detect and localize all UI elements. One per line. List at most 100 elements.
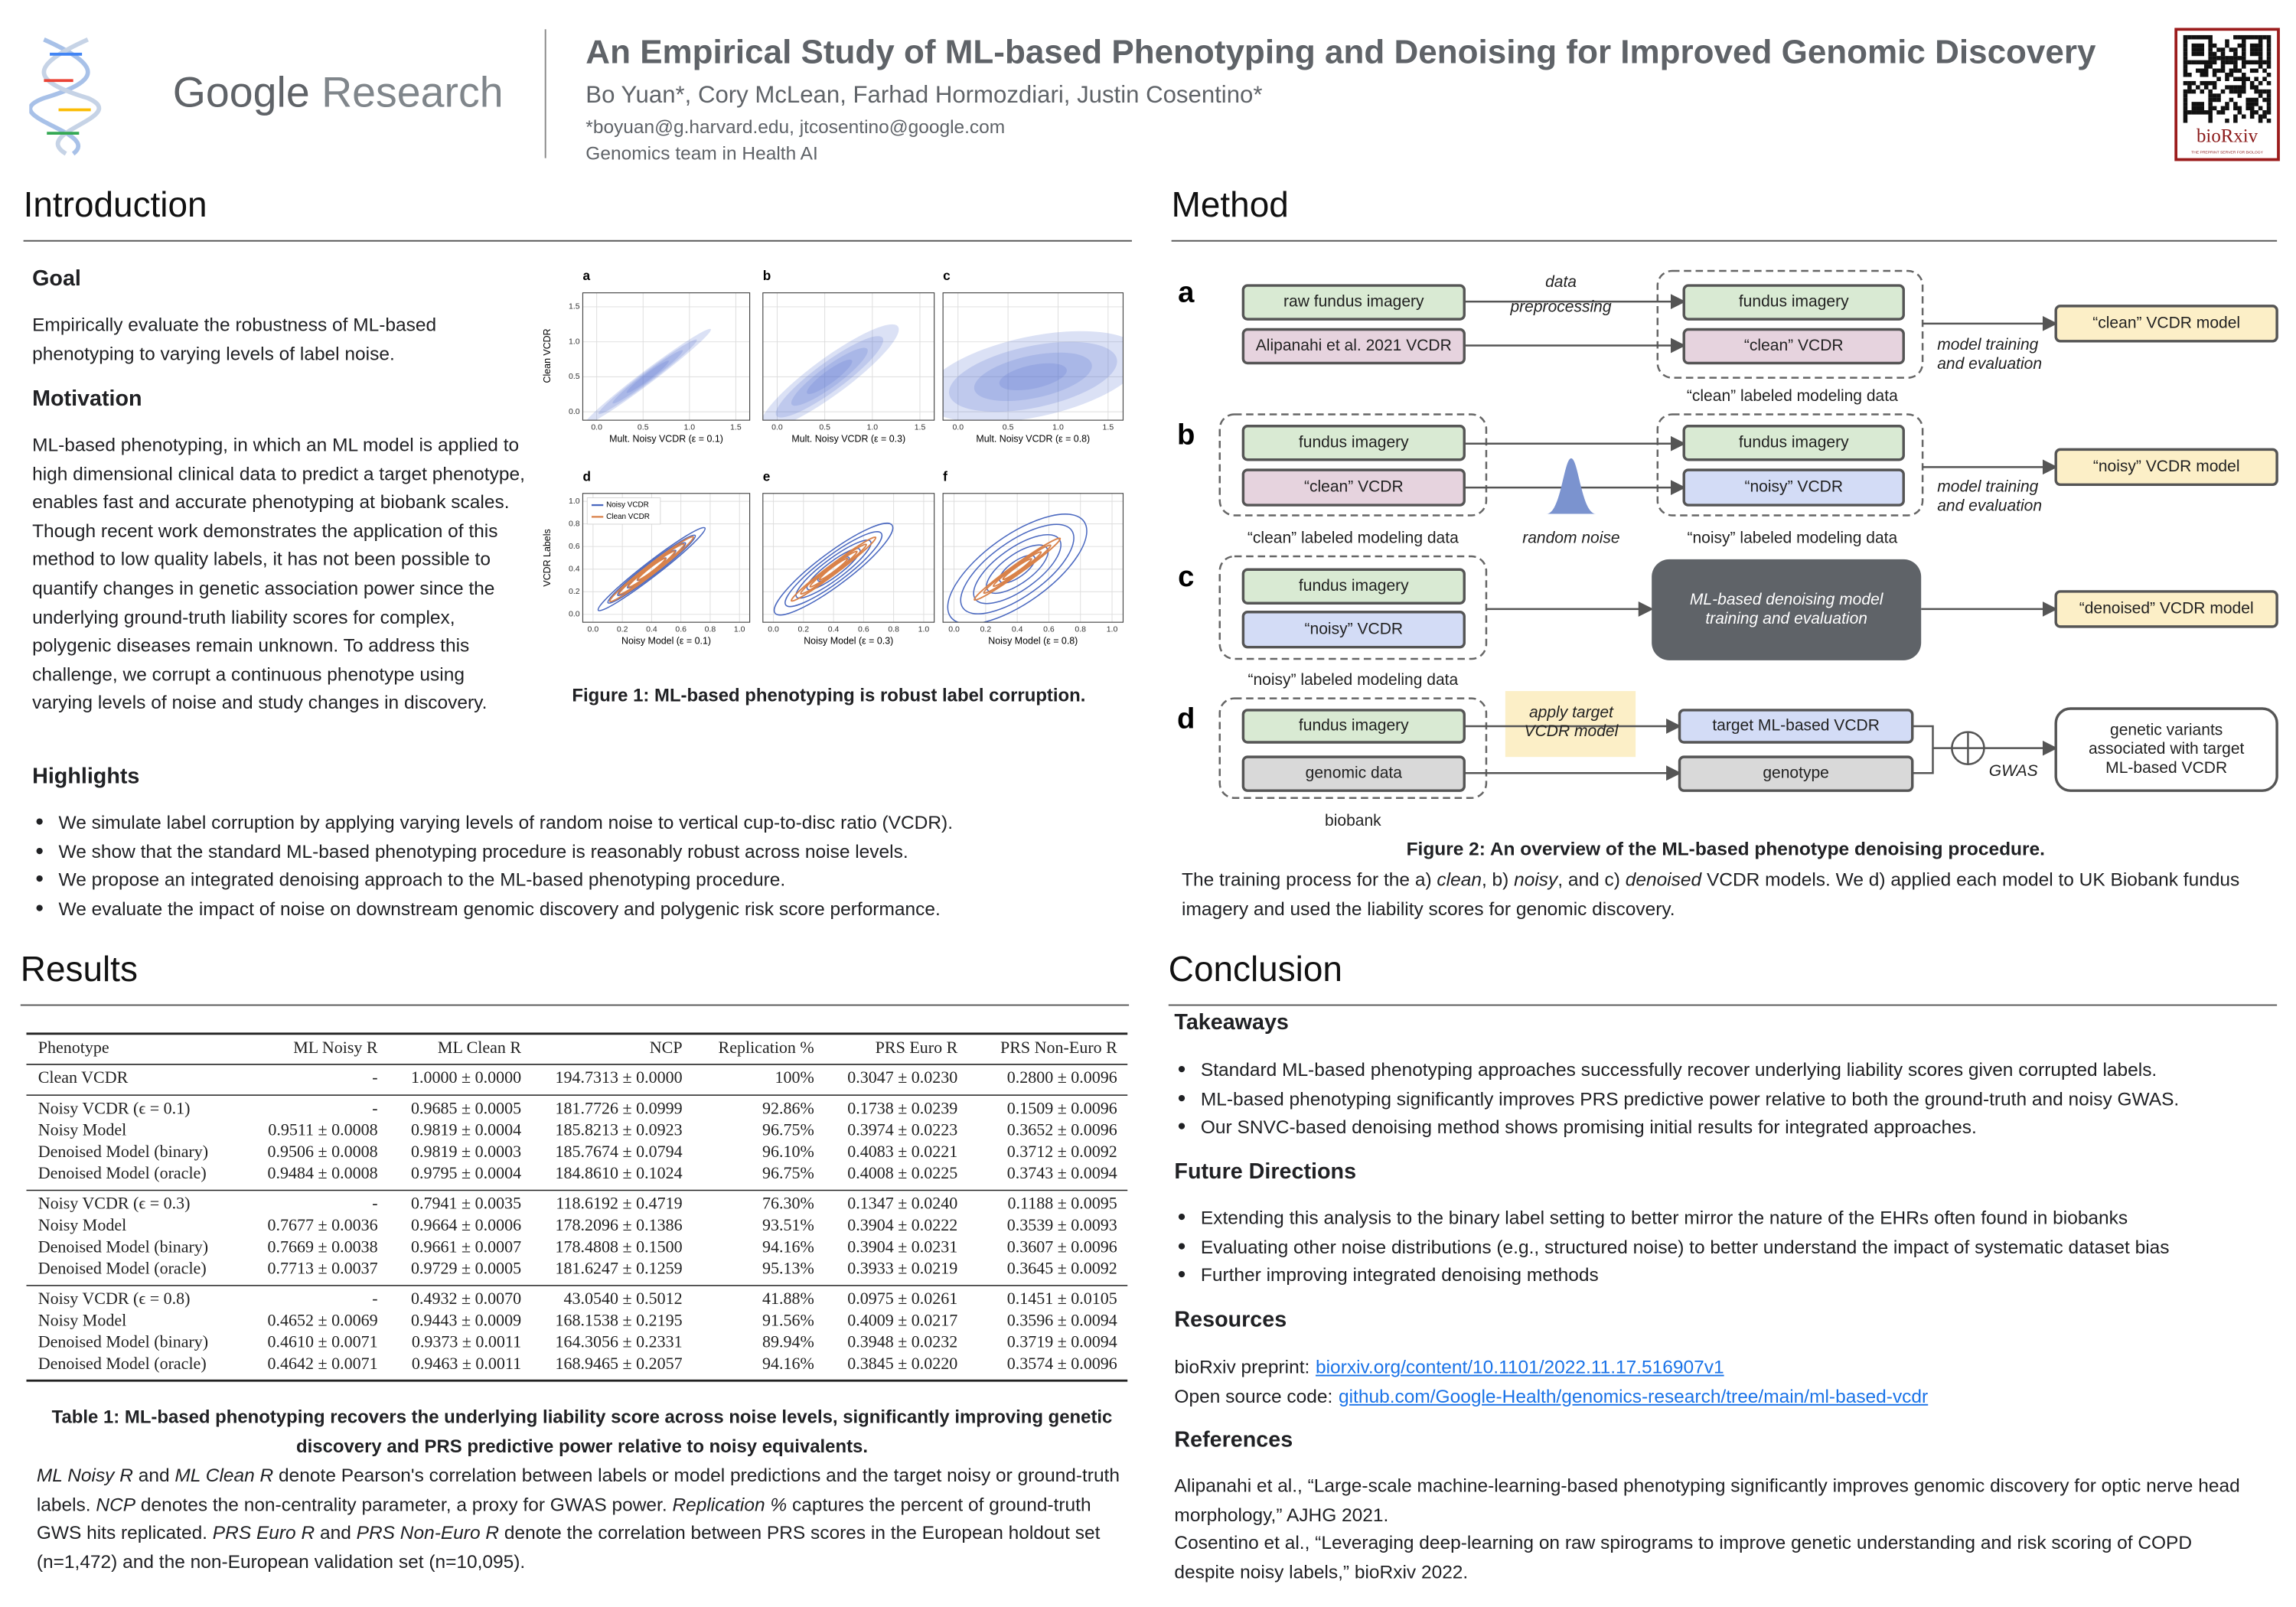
qr-module bbox=[2242, 56, 2246, 60]
resource-line: bioRxiv preprint: biorxiv.org/content/10.… bbox=[1174, 1353, 1724, 1381]
plot-frame bbox=[942, 292, 1124, 421]
density-contour bbox=[1002, 558, 1032, 581]
qr-module bbox=[2254, 110, 2258, 115]
qr-module bbox=[2187, 72, 2192, 77]
bullet-item: We propose an integrated denoising appro… bbox=[32, 865, 953, 894]
table-cell: 1.0000 ± 0.0000 bbox=[411, 1068, 521, 1087]
qr-module bbox=[2225, 77, 2229, 81]
qr-module bbox=[2200, 47, 2205, 52]
paragraph: ML Noisy R and ML Clean R denote Pearson… bbox=[37, 1461, 1124, 1575]
qr-module bbox=[2220, 56, 2226, 60]
table-cell: 0.3904 ± 0.0231 bbox=[847, 1237, 957, 1256]
table-cell: 0.4008 ± 0.0225 bbox=[847, 1163, 957, 1182]
qr-module bbox=[2208, 43, 2213, 48]
bullet-item: ML-based phenotyping significantly impro… bbox=[1174, 1084, 2179, 1113]
qr-module bbox=[2203, 68, 2209, 73]
subheading: Future Directions bbox=[1174, 1159, 1357, 1185]
qr-module bbox=[2266, 47, 2272, 52]
qr-module bbox=[2183, 80, 2188, 86]
qr-module bbox=[2225, 102, 2229, 106]
qr-module bbox=[2220, 110, 2226, 115]
annotation: apply target bbox=[1529, 703, 1614, 721]
qr-module bbox=[2249, 34, 2255, 40]
qr-module bbox=[2258, 34, 2263, 40]
x-tick-label: 0.0 bbox=[952, 422, 964, 432]
resource-link[interactable]: biorxiv.org/content/10.1101/2022.11.17.5… bbox=[1316, 1355, 1724, 1378]
table-cell: - bbox=[372, 1289, 377, 1308]
table-cell: Denoised Model (binary) bbox=[38, 1332, 208, 1351]
box-label: ML-based VCDR bbox=[2105, 759, 2227, 777]
density-contour bbox=[628, 550, 676, 588]
x-tick-label: 0.4 bbox=[646, 624, 657, 634]
diagram-box bbox=[2054, 305, 2278, 343]
table-cell: 0.3652 ± 0.0096 bbox=[1007, 1120, 1117, 1139]
x-tick-label: 0.6 bbox=[1043, 624, 1055, 634]
density bbox=[597, 526, 706, 611]
qr-module bbox=[2191, 47, 2197, 52]
qr-module bbox=[2254, 89, 2258, 94]
figure-caption: Figure 2: An overview of the ML-based ph… bbox=[1406, 837, 2045, 860]
logo-word: Research bbox=[321, 70, 504, 118]
qr-module bbox=[2266, 106, 2272, 111]
table-cell: 96.10% bbox=[762, 1142, 814, 1161]
qr-module bbox=[2254, 102, 2258, 106]
bullet-list: Standard ML-based phenotyping approaches… bbox=[1174, 1055, 2179, 1141]
qr-module bbox=[2233, 77, 2238, 81]
qr-module bbox=[2245, 60, 2251, 65]
panel-letter: b bbox=[763, 268, 771, 283]
density-cloud bbox=[775, 336, 884, 418]
diagram-box bbox=[1241, 709, 1466, 744]
x-tick-label: 0.8 bbox=[888, 624, 899, 634]
text-run: denote Pearson's correlation between lab… bbox=[36, 1464, 1120, 1515]
qr-module bbox=[2266, 39, 2272, 44]
qr-module bbox=[2266, 102, 2272, 106]
qr-module bbox=[2233, 106, 2238, 111]
y-tick-label: 1.5 bbox=[569, 302, 580, 311]
table-cell: 185.7674 ± 0.0794 bbox=[556, 1142, 683, 1161]
x-axis-label: Noisy Model (ε = 0.8) bbox=[988, 635, 1078, 646]
qr-module bbox=[2191, 106, 2197, 111]
table-cell: Noisy Model bbox=[38, 1310, 126, 1329]
text-run: and bbox=[132, 1464, 175, 1486]
qr-module bbox=[2183, 34, 2188, 40]
qr-module bbox=[2245, 106, 2251, 111]
qr-module bbox=[2187, 80, 2192, 86]
qr-module bbox=[2208, 80, 2213, 86]
qr-module bbox=[2254, 77, 2258, 81]
y-tick-label: 0.0 bbox=[569, 610, 580, 619]
qr-module bbox=[2258, 60, 2263, 65]
qr-module bbox=[2212, 85, 2217, 90]
box-label: raw fundus imagery bbox=[1283, 293, 1424, 311]
x-tick-label: 1.5 bbox=[1103, 422, 1114, 432]
qr-module bbox=[2249, 102, 2255, 106]
table-cell: 164.3056 ± 0.2331 bbox=[556, 1332, 683, 1351]
diagram-box bbox=[1241, 328, 1466, 365]
qr-module bbox=[2262, 97, 2267, 103]
density bbox=[947, 513, 1088, 623]
density-contour bbox=[795, 539, 872, 599]
qr-module bbox=[2200, 72, 2205, 77]
qr-module bbox=[2187, 34, 2192, 40]
qr-module bbox=[2237, 56, 2242, 60]
table-cell: 0.3743 ± 0.0094 bbox=[1007, 1163, 1117, 1182]
logo-helix bbox=[29, 37, 102, 156]
qr-module bbox=[2229, 85, 2234, 90]
density-cloud bbox=[807, 359, 853, 394]
qr-module bbox=[2249, 68, 2255, 73]
density-contour bbox=[607, 534, 696, 604]
resource-label: bioRxiv preprint: bbox=[1174, 1355, 1310, 1378]
x-axis-label: Mult. Noisy VCDR (ε = 0.8) bbox=[976, 433, 1090, 444]
resource-link[interactable]: github.com/Google-Health/genomics-resear… bbox=[1338, 1384, 1929, 1407]
qr-module bbox=[2233, 64, 2238, 69]
table-cell: - bbox=[372, 1068, 377, 1087]
qr-module bbox=[2216, 56, 2221, 60]
density-cloud bbox=[791, 347, 868, 406]
x-axis-label: Mult. Noisy VCDR (ε = 0.1) bbox=[609, 433, 723, 444]
qr-module bbox=[2183, 89, 2188, 94]
qr-module bbox=[2245, 77, 2251, 81]
dataset-group bbox=[1218, 697, 1488, 799]
diagram-box bbox=[2054, 590, 2278, 628]
panel-letter: d bbox=[582, 468, 591, 484]
x-tick-label: 1.0 bbox=[867, 422, 879, 432]
